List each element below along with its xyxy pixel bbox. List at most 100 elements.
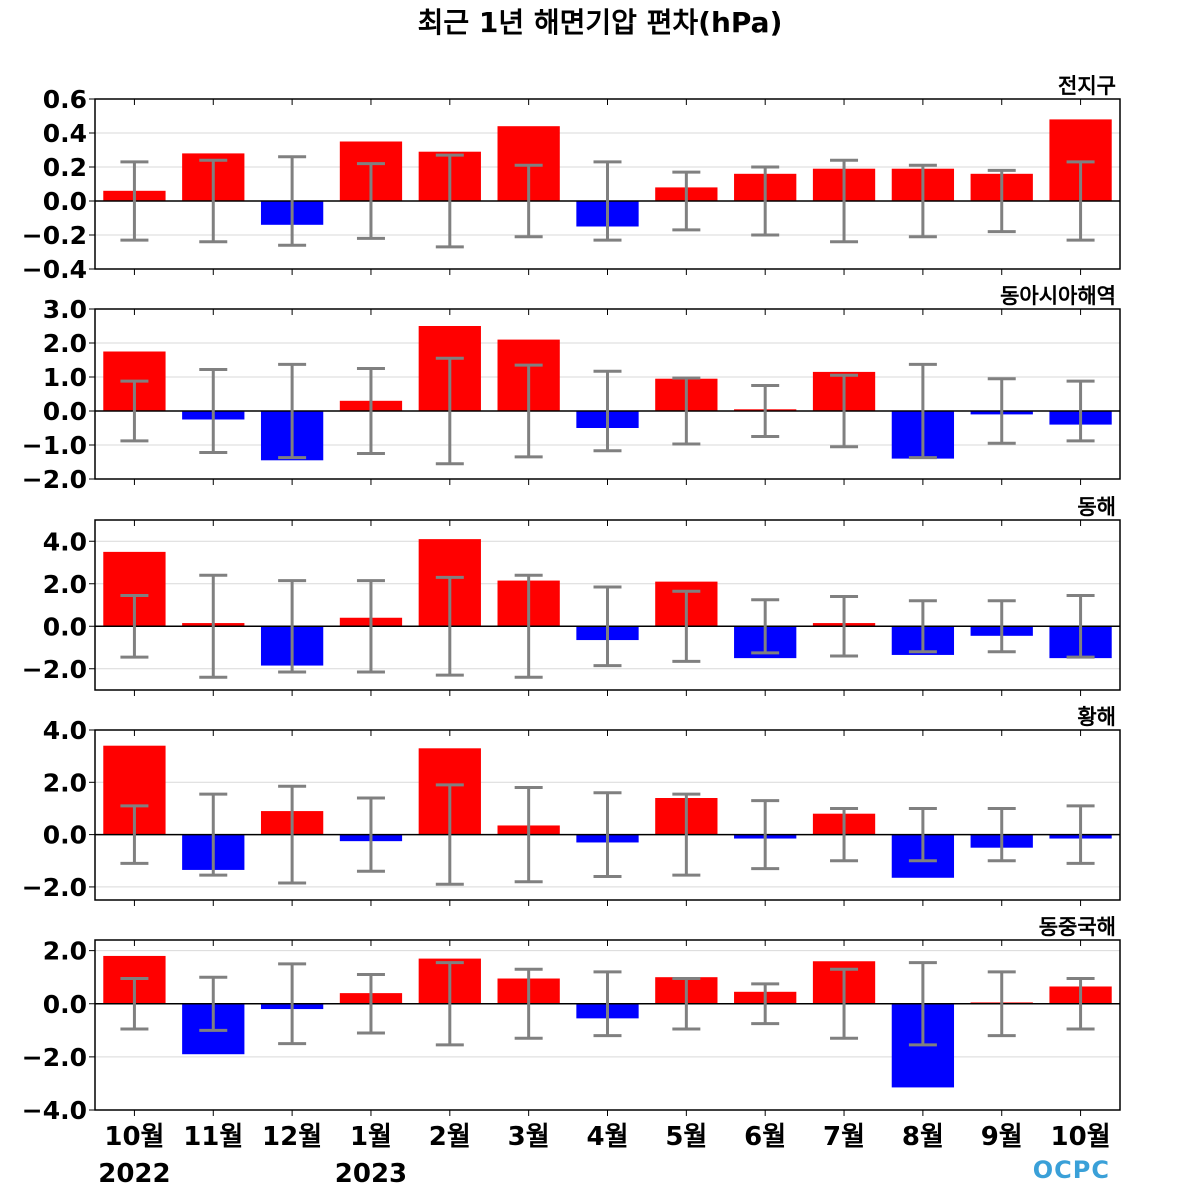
y-tick-label: 0.0 bbox=[43, 612, 87, 641]
panel-3: −2.0 0.0 2.0 4.0 동해 bbox=[22, 495, 1121, 696]
y-tick-label: −2.0 bbox=[22, 465, 87, 494]
x-tick-label: 4월 bbox=[586, 1122, 628, 1152]
x-tick-label: 7월 bbox=[823, 1122, 865, 1152]
error-bar bbox=[278, 784, 307, 885]
x-tick-label: 3월 bbox=[508, 1122, 550, 1152]
y-tick-label: −4.0 bbox=[22, 1096, 87, 1125]
error-bar bbox=[514, 786, 543, 884]
error-bar bbox=[199, 792, 228, 877]
y-tick-label: 1.0 bbox=[43, 363, 87, 392]
y-tick-label: 2.0 bbox=[43, 570, 87, 599]
error-bar bbox=[514, 573, 543, 679]
error-bar bbox=[1066, 804, 1095, 865]
y-tick-label: −2.0 bbox=[22, 655, 87, 684]
error-bar bbox=[672, 376, 701, 446]
error-bar bbox=[672, 792, 701, 877]
error-bar bbox=[672, 589, 701, 663]
panel-label: 동중국해 bbox=[1039, 915, 1116, 939]
x-tick-label: 12월 bbox=[262, 1122, 322, 1152]
error-bar bbox=[593, 160, 622, 242]
x-tick-label: 11월 bbox=[183, 1122, 243, 1152]
error-bar bbox=[830, 158, 859, 244]
ocpc-logo: OCPC bbox=[1033, 1156, 1110, 1184]
error-bar bbox=[120, 804, 149, 865]
error-bar bbox=[908, 599, 937, 654]
error-bar bbox=[593, 585, 622, 668]
error-bar bbox=[908, 163, 937, 239]
error-bar bbox=[987, 377, 1016, 445]
x-tick-label: 6월 bbox=[744, 1122, 786, 1152]
error-bar bbox=[120, 160, 149, 242]
y-tick-label: 2.0 bbox=[43, 768, 87, 797]
y-tick-label: 0.2 bbox=[43, 153, 87, 182]
error-bar bbox=[435, 575, 464, 677]
error-bar bbox=[435, 153, 464, 249]
y-tick-label: 2.0 bbox=[43, 937, 87, 966]
x-tick-label: 1월 bbox=[350, 1122, 392, 1152]
error-bar bbox=[830, 806, 859, 863]
y-tick-label: 4.0 bbox=[43, 527, 87, 556]
error-bar bbox=[120, 379, 149, 443]
error-bar bbox=[751, 982, 780, 1026]
panel-label: 동해 bbox=[1077, 495, 1116, 519]
y-tick-label: 3.0 bbox=[43, 295, 87, 324]
error-bar bbox=[593, 970, 622, 1038]
y-tick-label: 0.6 bbox=[43, 85, 87, 114]
x-tick-label: 9월 bbox=[981, 1122, 1023, 1152]
error-bar bbox=[751, 598, 780, 655]
error-bar bbox=[199, 368, 228, 454]
panel-1: −0.4 −0.2 0.0 0.2 0.4 0.6 전지구 bbox=[22, 74, 1121, 284]
panel-5: −4.0 −2.0 0.0 2.0 동중국해 bbox=[22, 915, 1121, 1125]
y-tick-label: 2.0 bbox=[43, 329, 87, 358]
error-bar bbox=[356, 579, 385, 674]
error-bar bbox=[908, 806, 937, 863]
error-bar bbox=[987, 806, 1016, 863]
y-tick-label: 0.0 bbox=[43, 990, 87, 1019]
y-tick-label: 0.0 bbox=[43, 397, 87, 426]
error-bar bbox=[435, 961, 464, 1047]
error-bar bbox=[751, 165, 780, 237]
panel-label: 동아시아해역 bbox=[1000, 284, 1116, 308]
y-tick-label: 0.0 bbox=[43, 187, 87, 216]
error-bar bbox=[593, 791, 622, 878]
chart-title: 최근 1년 해면기압 편차(hPa) bbox=[418, 6, 783, 39]
error-bar bbox=[199, 158, 228, 244]
error-bar bbox=[514, 363, 543, 459]
error-bar bbox=[1066, 593, 1095, 659]
panel-2: −2.0 −1.0 0.0 1.0 2.0 3.0 동아시아해역 bbox=[22, 284, 1121, 494]
panel-label: 전지구 bbox=[1058, 74, 1116, 98]
y-tick-label: −0.4 bbox=[22, 255, 87, 284]
error-bar bbox=[356, 796, 385, 873]
y-tick-label: 0.0 bbox=[43, 821, 87, 850]
error-bar bbox=[830, 967, 859, 1040]
y-tick-label: −2.0 bbox=[22, 873, 87, 902]
error-bar bbox=[593, 369, 622, 453]
error-bar bbox=[278, 155, 307, 247]
y-tick-label: 0.4 bbox=[43, 119, 87, 148]
error-bar bbox=[120, 593, 149, 659]
year-label: 2023 bbox=[335, 1159, 407, 1189]
error-bar bbox=[120, 977, 149, 1031]
error-bar bbox=[1066, 977, 1095, 1031]
panel-label: 황해 bbox=[1077, 705, 1116, 729]
error-bar bbox=[356, 162, 385, 240]
x-tick-label: 5월 bbox=[665, 1122, 707, 1152]
error-bar bbox=[356, 973, 385, 1035]
x-tick-label: 8월 bbox=[902, 1122, 944, 1152]
error-bar bbox=[751, 799, 780, 871]
error-bar bbox=[278, 579, 307, 674]
year-label: 2022 bbox=[98, 1159, 170, 1189]
error-bar bbox=[987, 970, 1016, 1038]
error-bar bbox=[987, 599, 1016, 654]
x-tick-label: 2월 bbox=[429, 1122, 471, 1152]
error-bar bbox=[672, 977, 701, 1031]
error-bar bbox=[356, 367, 385, 455]
error-bar bbox=[435, 356, 464, 466]
x-tick-label: 10월 bbox=[1051, 1122, 1111, 1152]
error-bar bbox=[278, 362, 307, 460]
y-tick-label: −1.0 bbox=[22, 431, 87, 460]
x-tick-label: 10월 bbox=[104, 1122, 164, 1152]
y-tick-label: −0.2 bbox=[22, 221, 87, 250]
